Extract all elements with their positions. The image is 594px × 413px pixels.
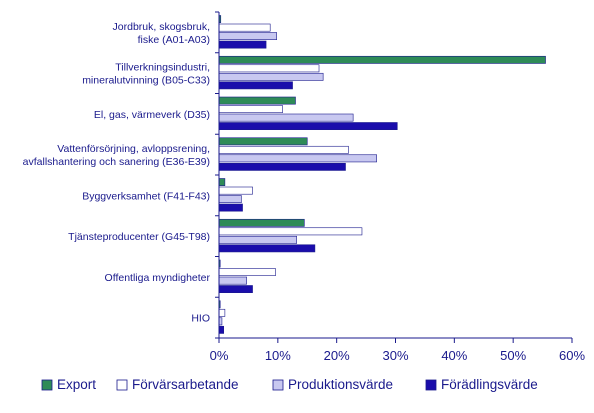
bar-förädlingsvärde [218,285,253,293]
category-label: Tjänsteproducenter (G45-T98) [68,231,210,243]
category-label: Tillverkningsindustri, [115,62,210,74]
x-tick-label: 60% [559,348,585,363]
bars [218,15,546,334]
x-tick-label: 10% [265,348,291,363]
bar-förädlingsvärde [218,81,293,90]
x-tick-label: 20% [324,348,350,363]
bar-förvärsarbetande [218,186,253,195]
legend-swatch [272,379,284,391]
bar-förädlingsvärde [218,162,346,171]
x-tick-label: 30% [382,348,408,363]
bar-förädlingsvärde [218,244,316,253]
legend-swatch [425,379,437,391]
bar-export [218,96,296,105]
bar-export [218,55,546,64]
x-tick-label: 40% [441,348,467,363]
category-label: HIO [191,313,210,325]
category-label: mineralutvinning (B05-C33) [82,75,210,87]
legend-swatch [116,379,128,391]
bar-förvärsarbetande [218,308,226,317]
bar-export [218,137,308,146]
category-label: Vattenförsörjning, avloppsrening, [57,143,210,155]
bar-förvärsarbetande [218,23,271,32]
category-label: Byggverksamhet (F41-F43) [82,190,210,202]
bar-produktionsvärde [218,276,247,285]
legend-label: Förvärsarbetande [132,377,239,392]
legend: Export Förvärsarbetande Produktionsvärde Fö… [41,377,538,392]
legend-swatch [41,379,53,391]
category-label: fiske (A01-A03) [138,34,210,46]
bar-export [218,218,305,227]
bar-förädlingsvärde [218,203,243,212]
bar-förvärsarbetande [218,145,349,154]
bar-export [218,178,226,186]
x-tick-label: 0% [210,348,229,363]
category-label: El, gas, värmeverk (D35) [94,109,210,121]
bar-förvärsarbetande [218,105,283,113]
bar-förädlingsvärde [218,325,225,334]
category-label: avfallshantering och sanering (E36-E39) [23,156,210,168]
category-labels: Jordbruk, skogsbruk,fiske (A01-A03) Tillv… [23,21,211,325]
bar-förädlingsvärde [218,40,267,49]
bar-produktionsvärde [218,32,277,40]
bar-produktionsvärde [218,235,297,244]
x-tick-label: 50% [500,348,526,363]
bar-förvärsarbetande [218,64,320,73]
legend-label: Förädlingsvärde [441,377,538,392]
bar-förädlingsvärde [218,122,398,130]
legend-label: Export [57,377,96,392]
bar-produktionsvärde [218,72,324,81]
legend-label: Produktionsvärde [288,377,393,392]
bar-produktionsvärde [218,113,354,122]
category-label: Offentliga myndigheter [105,272,211,284]
category-label: Jordbruk, skogsbruk, [113,21,210,33]
bar-förvärsarbetande [218,268,276,276]
bar-produktionsvärde [218,154,377,163]
x-axis: 0% 10% 20% 30% 40% 50% 60% [210,11,585,363]
bar-förvärsarbetande [218,227,363,236]
bar-produktionsvärde [218,195,242,203]
